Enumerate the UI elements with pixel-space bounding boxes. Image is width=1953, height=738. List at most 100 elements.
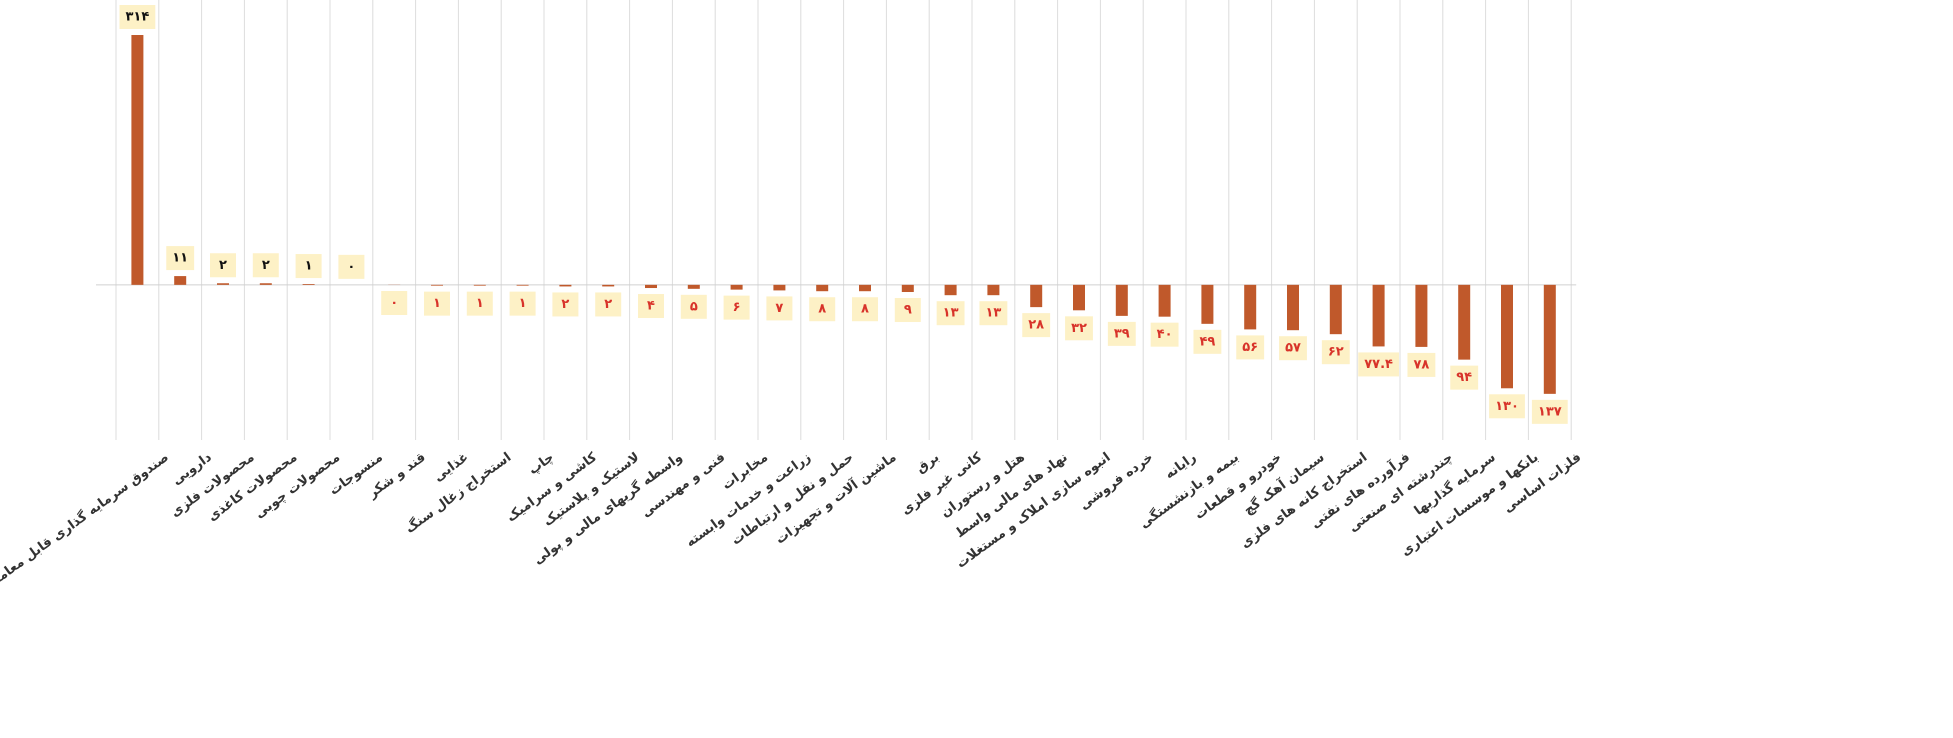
value-label: ۵۶	[1236, 335, 1265, 360]
value-label-box	[1321, 340, 1350, 365]
value-label-text: ۱	[433, 296, 441, 311]
value-label: ۰	[338, 254, 365, 279]
value-label-text: ۴۹	[1199, 334, 1215, 349]
value-label-box	[424, 291, 450, 316]
value-label-text: ۱۳	[943, 306, 959, 321]
bar	[901, 284, 914, 293]
value-label: ۲	[210, 253, 236, 278]
value-label-box	[295, 254, 322, 279]
value-label-box	[1150, 322, 1179, 347]
value-label-box	[1107, 321, 1136, 346]
value-label-box	[1279, 336, 1307, 361]
value-label-box	[638, 294, 664, 319]
value-label-text: ۸	[818, 302, 826, 317]
value-label: ۲۸	[1022, 313, 1051, 338]
value-label: ۲	[252, 253, 279, 278]
x-tick-label: فلزات اساسی	[1501, 450, 1584, 516]
value-label: ۸	[809, 297, 836, 322]
value-label-text: ۹	[904, 303, 912, 318]
value-label-text: ۱۱	[172, 251, 188, 266]
x-tick-label: برق	[913, 450, 942, 477]
value-label-text: ۷	[775, 301, 783, 316]
bar	[1115, 284, 1128, 316]
bar	[1458, 284, 1471, 360]
value-label: ۲	[552, 292, 579, 317]
value-label-box	[894, 298, 921, 323]
value-label: ۱۳۷	[1531, 399, 1568, 424]
value-label-text: ۰	[390, 296, 398, 311]
value-label-text: ۹۴	[1456, 370, 1472, 385]
value-label-box	[979, 301, 1008, 326]
value-label: ۴	[638, 294, 664, 319]
value-label: ۱	[509, 291, 536, 316]
bar	[174, 276, 187, 285]
value-label-text: ۲	[604, 297, 612, 312]
value-label-text: ۶۲	[1328, 345, 1344, 360]
value-label-text: ۳۲	[1071, 321, 1087, 336]
value-label-text: ۲	[561, 297, 569, 312]
bar	[1244, 284, 1257, 330]
bar	[1158, 284, 1171, 317]
value-label-text: ۲۸	[1028, 318, 1044, 333]
value-label-text: ۱۳	[985, 306, 1001, 321]
value-label-box	[1407, 352, 1436, 377]
value-label-box	[1065, 316, 1093, 341]
bar	[1543, 284, 1556, 394]
value-label: ۳۲	[1065, 316, 1093, 341]
value-label-box	[509, 291, 536, 316]
bar	[473, 284, 486, 286]
bar	[131, 35, 144, 285]
value-label: ۹	[894, 298, 921, 323]
value-label: ۱۳۰	[1489, 394, 1525, 419]
value-label-box	[809, 297, 836, 322]
bar	[859, 284, 871, 292]
value-label-text: ۳۹	[1114, 326, 1130, 341]
value-label-text: ۵	[690, 299, 698, 314]
bar	[816, 284, 829, 292]
value-label: ۸	[852, 297, 878, 322]
value-label-box	[466, 291, 493, 316]
bar	[1030, 284, 1043, 308]
bar	[1501, 284, 1513, 389]
value-label: ۳۹	[1107, 321, 1136, 346]
value-label-box	[1022, 313, 1051, 338]
bar	[217, 283, 229, 285]
value-label: ۴۹	[1193, 329, 1222, 354]
value-label: ۱	[466, 291, 493, 316]
value-label-box	[1489, 394, 1525, 419]
bar	[987, 284, 1000, 296]
value-label: ۳۱۴	[119, 5, 156, 30]
value-label-box	[210, 253, 236, 278]
value-label-text: ۷۷.۴	[1364, 357, 1393, 372]
bar	[944, 284, 957, 296]
value-label-text: ۱	[305, 259, 313, 274]
bar	[1201, 284, 1214, 324]
value-label: ۷۸	[1407, 352, 1436, 377]
bar	[1287, 284, 1299, 331]
value-label: ۷۷.۴	[1358, 352, 1399, 377]
value-label-text: ۱۳۷	[1538, 404, 1562, 419]
value-label: ۹۴	[1450, 365, 1479, 390]
value-label: ۱۱	[166, 246, 195, 271]
value-label: ۶	[723, 295, 750, 320]
bar	[302, 284, 315, 285]
bar	[1415, 284, 1428, 347]
value-label-box	[338, 254, 365, 279]
bar	[1329, 284, 1342, 335]
bar	[773, 284, 786, 291]
value-label-text: ۰	[347, 259, 355, 274]
value-label-box	[381, 291, 408, 316]
value-label-box	[852, 297, 878, 322]
value-label: ۴۰	[1150, 322, 1179, 347]
value-label-box	[723, 295, 750, 320]
bar	[1372, 284, 1385, 347]
value-label-box	[1450, 365, 1479, 390]
bar	[645, 284, 657, 289]
value-label-box	[166, 246, 195, 271]
value-label: ۱۳	[936, 301, 965, 326]
value-label-text: ۷۸	[1413, 357, 1429, 372]
value-label-box	[552, 292, 579, 317]
value-label-box	[252, 253, 279, 278]
value-label-box	[1236, 335, 1265, 360]
value-label: ۰	[381, 291, 408, 316]
